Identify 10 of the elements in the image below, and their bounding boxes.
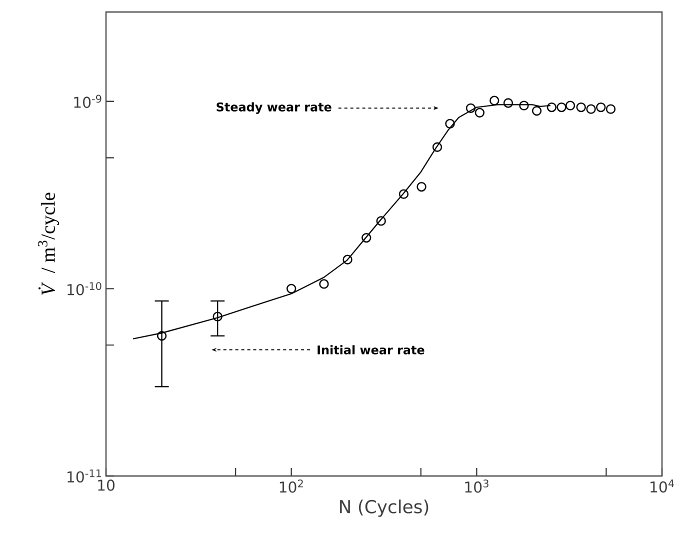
annotation: Initial wear rate <box>318 345 424 354</box>
annotation: Steady wear rate <box>216 102 332 114</box>
y-tick-label: 10$^{-9}$ <box>74 94 102 108</box>
x-axis-title: N (Cycles) <box>340 500 428 517</box>
x-tick-label: 10$^{3}$ <box>465 480 488 493</box>
y-axis-title: V̇ / m$^{3}$/cycle <box>38 192 60 295</box>
x-tick-label: 10$^{4}$ <box>650 480 674 493</box>
x-tick-label: 10$^{2}$ <box>280 480 303 493</box>
x-tick-label: 10 <box>98 480 115 491</box>
y-tick-label: 10$^{-10}$ <box>68 282 102 296</box>
